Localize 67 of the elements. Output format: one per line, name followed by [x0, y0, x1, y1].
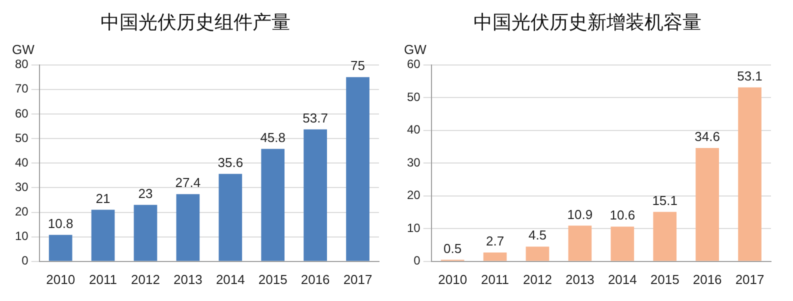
bar — [610, 226, 634, 261]
y-tick-label: 50 — [406, 90, 421, 104]
x-tick-label: 2014 — [216, 272, 245, 287]
data-label: 10.6 — [610, 208, 636, 223]
bar — [176, 194, 200, 261]
y-tick-label: 0 — [22, 254, 29, 268]
x-tick-label: 2017 — [343, 272, 372, 287]
bar — [304, 129, 327, 261]
y-tick-label: 40 — [406, 122, 421, 137]
bar — [526, 246, 550, 261]
bar — [346, 77, 370, 261]
data-label: 35.6 — [218, 154, 244, 170]
y-tick-label: 60 — [14, 106, 29, 120]
data-label: 2.7 — [486, 234, 504, 249]
x-tick-label: 2014 — [608, 272, 637, 287]
bar — [134, 204, 158, 261]
y-tick-label: 30 — [406, 155, 421, 170]
x-tick-label: 2015 — [650, 272, 680, 287]
y-axis-title: GW — [12, 42, 36, 57]
y-tick-label: 30 — [14, 180, 29, 194]
y-tick-label: 10 — [406, 220, 421, 235]
x-tick-label: 2011 — [481, 272, 510, 287]
data-label: 10.8 — [48, 216, 74, 231]
bar — [568, 226, 592, 261]
data-label: 10.9 — [567, 206, 593, 222]
bar — [91, 210, 115, 261]
data-label: 15.1 — [652, 193, 678, 208]
chart-title: 中国光伏历史组件产量 — [100, 12, 290, 34]
y-tick-label: 80 — [14, 57, 29, 72]
y-tick-label: 70 — [14, 82, 29, 96]
x-tick-label: 2010 — [46, 272, 76, 287]
x-tick-label: 2013 — [173, 272, 202, 287]
data-label: 23 — [138, 186, 153, 201]
data-label: 4.5 — [528, 228, 547, 243]
y-tick-label: 60 — [406, 57, 421, 72]
bar — [261, 148, 285, 261]
data-label: 53.1 — [737, 68, 762, 84]
x-tick-label: 2012 — [523, 272, 552, 287]
bar — [48, 234, 72, 261]
x-tick-label: 2013 — [565, 272, 594, 287]
bar — [738, 87, 762, 261]
x-tick-label: 2010 — [438, 272, 468, 287]
data-label: 45.8 — [260, 130, 286, 145]
y-tick-label: 20 — [14, 204, 29, 219]
y-tick-label: 20 — [406, 188, 421, 202]
data-label: 75 — [350, 58, 366, 74]
x-tick-label: 2017 — [735, 272, 764, 287]
data-label: 21 — [96, 190, 110, 206]
chart-title: 中国光伏历史新增装机容量 — [474, 12, 702, 34]
bar — [218, 174, 242, 261]
y-axis-title: GW — [404, 42, 428, 57]
y-tick-label: 40 — [14, 155, 29, 170]
x-tick-label: 2012 — [131, 272, 160, 287]
x-tick-label: 2011 — [89, 272, 118, 287]
bar — [653, 212, 677, 261]
x-tick-label: 2015 — [258, 272, 288, 287]
y-tick-label: 0 — [414, 254, 421, 268]
y-tick-label: 50 — [14, 130, 29, 145]
data-label: 34.6 — [694, 129, 720, 144]
data-label: 27.4 — [175, 175, 201, 190]
y-tick-label: 10 — [14, 229, 29, 244]
x-tick-label: 2016 — [300, 272, 330, 287]
data-label: 0.5 — [444, 240, 462, 256]
x-tick-label: 2016 — [692, 272, 722, 287]
data-label: 53.7 — [302, 110, 328, 126]
bar — [696, 148, 719, 261]
bar — [483, 252, 507, 261]
